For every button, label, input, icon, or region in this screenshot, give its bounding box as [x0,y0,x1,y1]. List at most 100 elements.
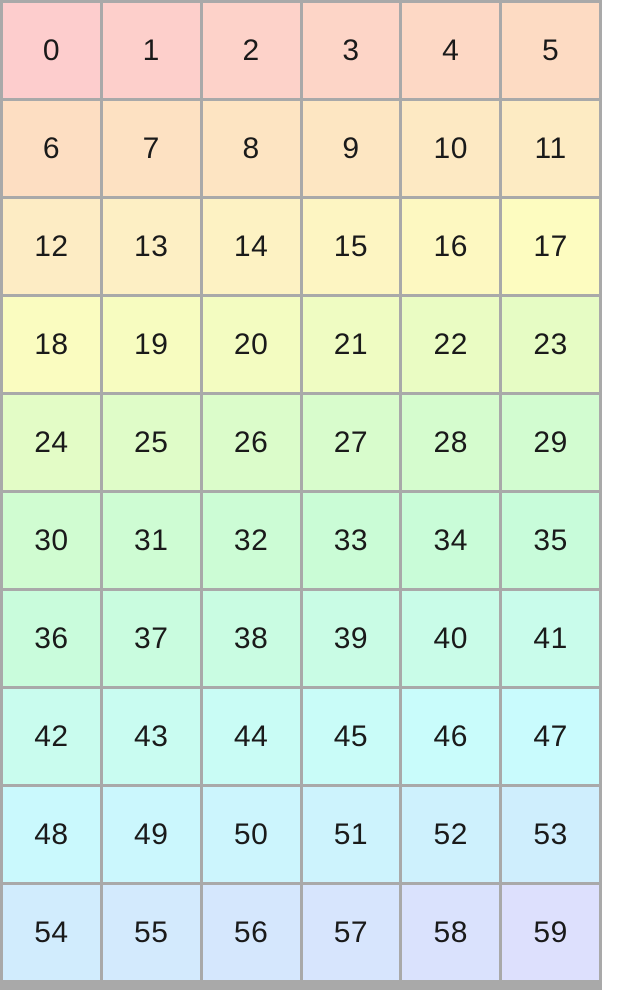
grid-cell[interactable]: 3 [302,3,400,98]
grid-cell-label: 6 [42,131,60,165]
grid-cell-label: 20 [233,327,269,361]
grid-cell[interactable]: 9 [302,101,400,196]
grid-cell[interactable]: 12 [3,199,100,294]
grid-cell-label: 1 [142,33,160,67]
grid-cell-label: 5 [541,33,560,67]
grid-cell-label: 53 [533,817,568,851]
grid-cell[interactable]: 59 [502,885,599,980]
grid-cell[interactable]: 36 [3,591,100,686]
grid-cell[interactable]: 42 [3,689,100,784]
grid-cell[interactable]: 6 [3,101,100,196]
grid-cell-label: 50 [233,817,269,851]
grid-cell-label: 57 [333,915,369,949]
grid-cell[interactable]: 11 [502,101,599,196]
grid-cell[interactable]: 15 [302,199,400,294]
grid-cell-label: 56 [233,915,269,949]
grid-cell[interactable]: 41 [502,591,599,686]
grid-cell[interactable]: 4 [402,3,500,98]
grid-cell[interactable]: 55 [102,885,200,980]
grid-cell[interactable]: 26 [202,395,300,490]
grid-cell-label: 24 [34,425,69,459]
grid-cell[interactable]: 37 [102,591,200,686]
grid-cell-label: 30 [34,523,69,557]
grid-cell[interactable]: 38 [202,591,300,686]
grid-cell-label: 45 [333,719,369,753]
grid-cell-label: 38 [233,621,269,655]
grid-cell-label: 11 [534,131,567,165]
grid-cell[interactable]: 58 [402,885,500,980]
grid-cell-label: 12 [34,229,69,263]
grid-cell[interactable]: 46 [402,689,500,784]
grid-cell-label: 35 [533,523,568,557]
grid-cell-label: 15 [333,229,369,263]
grid-cell[interactable]: 20 [202,297,300,392]
grid-cell-label: 59 [533,915,568,949]
grid-cell[interactable]: 47 [502,689,599,784]
grid-cell[interactable]: 7 [102,101,200,196]
grid-cell[interactable]: 13 [102,199,200,294]
grid-cell[interactable]: 49 [102,787,200,882]
grid-cell[interactable]: 21 [302,297,400,392]
grid-cell-label: 49 [134,817,169,851]
grid-cell[interactable]: 54 [3,885,100,980]
grid-cell[interactable]: 5 [502,3,599,98]
grid-cell[interactable]: 1 [102,3,200,98]
grid-cell[interactable]: 24 [3,395,100,490]
grid-cell-label: 32 [233,523,269,557]
grid-cell[interactable]: 50 [202,787,300,882]
grid-cell[interactable]: 39 [302,591,400,686]
grid-cell-label: 28 [433,425,468,459]
grid-cell[interactable]: 56 [202,885,300,980]
grid-cell[interactable]: 8 [202,101,300,196]
grid-cell[interactable]: 19 [102,297,200,392]
grid-cell[interactable]: 30 [3,493,100,588]
grid-cell[interactable]: 35 [502,493,599,588]
grid-cell-label: 41 [533,621,568,655]
grid-cell[interactable]: 28 [402,395,500,490]
grid-cell[interactable]: 57 [302,885,400,980]
grid-cell-label: 48 [34,817,69,851]
grid-cell-label: 4 [442,33,460,67]
grid-cell-label: 40 [433,621,468,655]
grid-cell[interactable]: 32 [202,493,300,588]
grid-cell-label: 31 [134,523,169,557]
grid-cell[interactable]: 52 [402,787,500,882]
grid-cell[interactable]: 45 [302,689,400,784]
grid-cell[interactable]: 51 [302,787,400,882]
grid-cell[interactable]: 0 [3,3,100,98]
grid-cell[interactable]: 53 [502,787,599,882]
grid-cell[interactable]: 43 [102,689,200,784]
grid-cell-label: 23 [533,327,568,361]
grid-cell[interactable]: 33 [302,493,400,588]
grid-cell-label: 7 [142,131,160,165]
grid-cell[interactable]: 10 [402,101,500,196]
grid-cell[interactable]: 25 [102,395,200,490]
grid-cell[interactable]: 14 [202,199,300,294]
grid-cell[interactable]: 18 [3,297,100,392]
grid-cell[interactable]: 40 [402,591,500,686]
grid-cell-label: 9 [342,131,360,165]
grid-cell[interactable]: 29 [502,395,599,490]
grid-cell-label: 3 [342,33,360,67]
grid-cell[interactable]: 2 [202,3,300,98]
grid-cell-label: 36 [34,621,69,655]
grid-cell-label: 0 [42,33,60,67]
grid-cell[interactable]: 16 [402,199,500,294]
grid-cell-label: 58 [433,915,468,949]
grid-cell[interactable]: 31 [102,493,200,588]
grid-cell[interactable]: 27 [302,395,400,490]
grid-cell[interactable]: 22 [402,297,500,392]
grid-cell[interactable]: 34 [402,493,500,588]
grid-cell-label: 55 [134,915,169,949]
grid-cell[interactable]: 17 [502,199,599,294]
grid-cell[interactable]: 48 [3,787,100,882]
grid-container: 0 1 2 3 4 5 6 7 8 9 10 11 12 13 14 15 16 17 18 19 20 21 22 23 24… [0,0,602,990]
grid-cell-label: 2 [242,33,260,67]
grid-cell-label: 29 [533,425,568,459]
grid-cell[interactable]: 44 [202,689,300,784]
grid-cell-label: 37 [134,621,169,655]
grid-cell-label: 46 [433,719,468,753]
grid-cell-label: 13 [134,229,169,263]
grid-cell-label: 43 [134,719,169,753]
grid-cell[interactable]: 23 [502,297,599,392]
